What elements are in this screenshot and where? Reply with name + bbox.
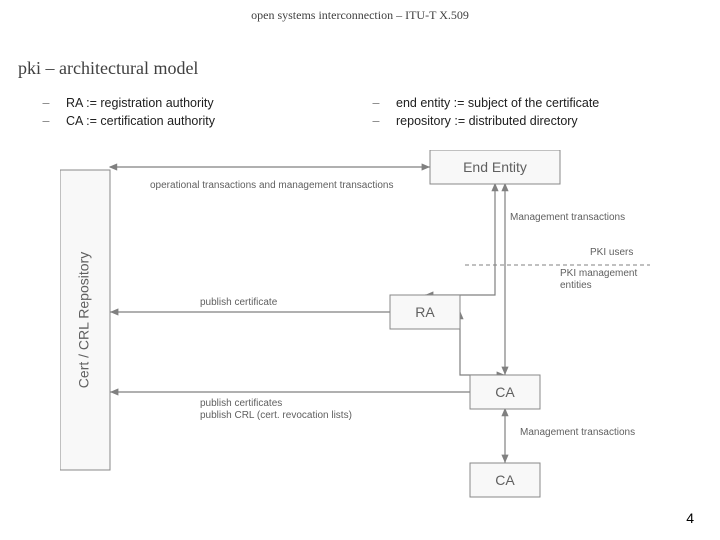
svg-text:publish CRL (cert. revocation: publish CRL (cert. revocation lists) [200, 410, 352, 421]
svg-text:RA: RA [415, 304, 435, 320]
diagram-svg: operational transactions and management … [60, 150, 670, 500]
svg-text:Management transactions: Management transactions [520, 427, 635, 438]
definition-item: – RA := registration authority [40, 96, 370, 110]
svg-text:End Entity: End Entity [463, 159, 527, 175]
dash-icon: – [370, 114, 382, 128]
definition-item: – repository := distributed directory [370, 114, 700, 128]
dash-icon: – [40, 114, 52, 128]
dash-icon: – [370, 96, 382, 110]
definition-item: – CA := certification authority [40, 114, 370, 128]
definition-text: repository := distributed directory [396, 114, 578, 128]
definitions-right: – end entity := subject of the certifica… [370, 96, 700, 132]
svg-text:CA: CA [495, 472, 515, 488]
svg-text:CA: CA [495, 384, 515, 400]
svg-text:Cert / CRL Repository: Cert / CRL Repository [76, 252, 92, 388]
svg-text:Management transactions: Management transactions [510, 212, 625, 223]
svg-text:PKI management: PKI management [560, 268, 637, 279]
page-title: pki – architectural model [18, 58, 198, 79]
svg-text:operational transactions and m: operational transactions and management … [150, 180, 393, 191]
page-number: 4 [686, 510, 694, 526]
dash-icon: – [40, 96, 52, 110]
definition-text: RA := registration authority [66, 96, 214, 110]
pki-diagram: operational transactions and management … [60, 150, 670, 500]
definitions: – RA := registration authority – CA := c… [40, 96, 700, 132]
definition-text: CA := certification authority [66, 114, 215, 128]
definition-text: end entity := subject of the certificate [396, 96, 599, 110]
svg-text:entities: entities [560, 280, 592, 291]
definitions-left: – RA := registration authority – CA := c… [40, 96, 370, 132]
svg-text:publish certificates: publish certificates [200, 398, 282, 409]
svg-text:publish certificate: publish certificate [200, 297, 278, 308]
svg-text:PKI users: PKI users [590, 247, 633, 258]
definition-item: – end entity := subject of the certifica… [370, 96, 700, 110]
page-header: open systems interconnection – ITU-T X.5… [0, 8, 720, 23]
